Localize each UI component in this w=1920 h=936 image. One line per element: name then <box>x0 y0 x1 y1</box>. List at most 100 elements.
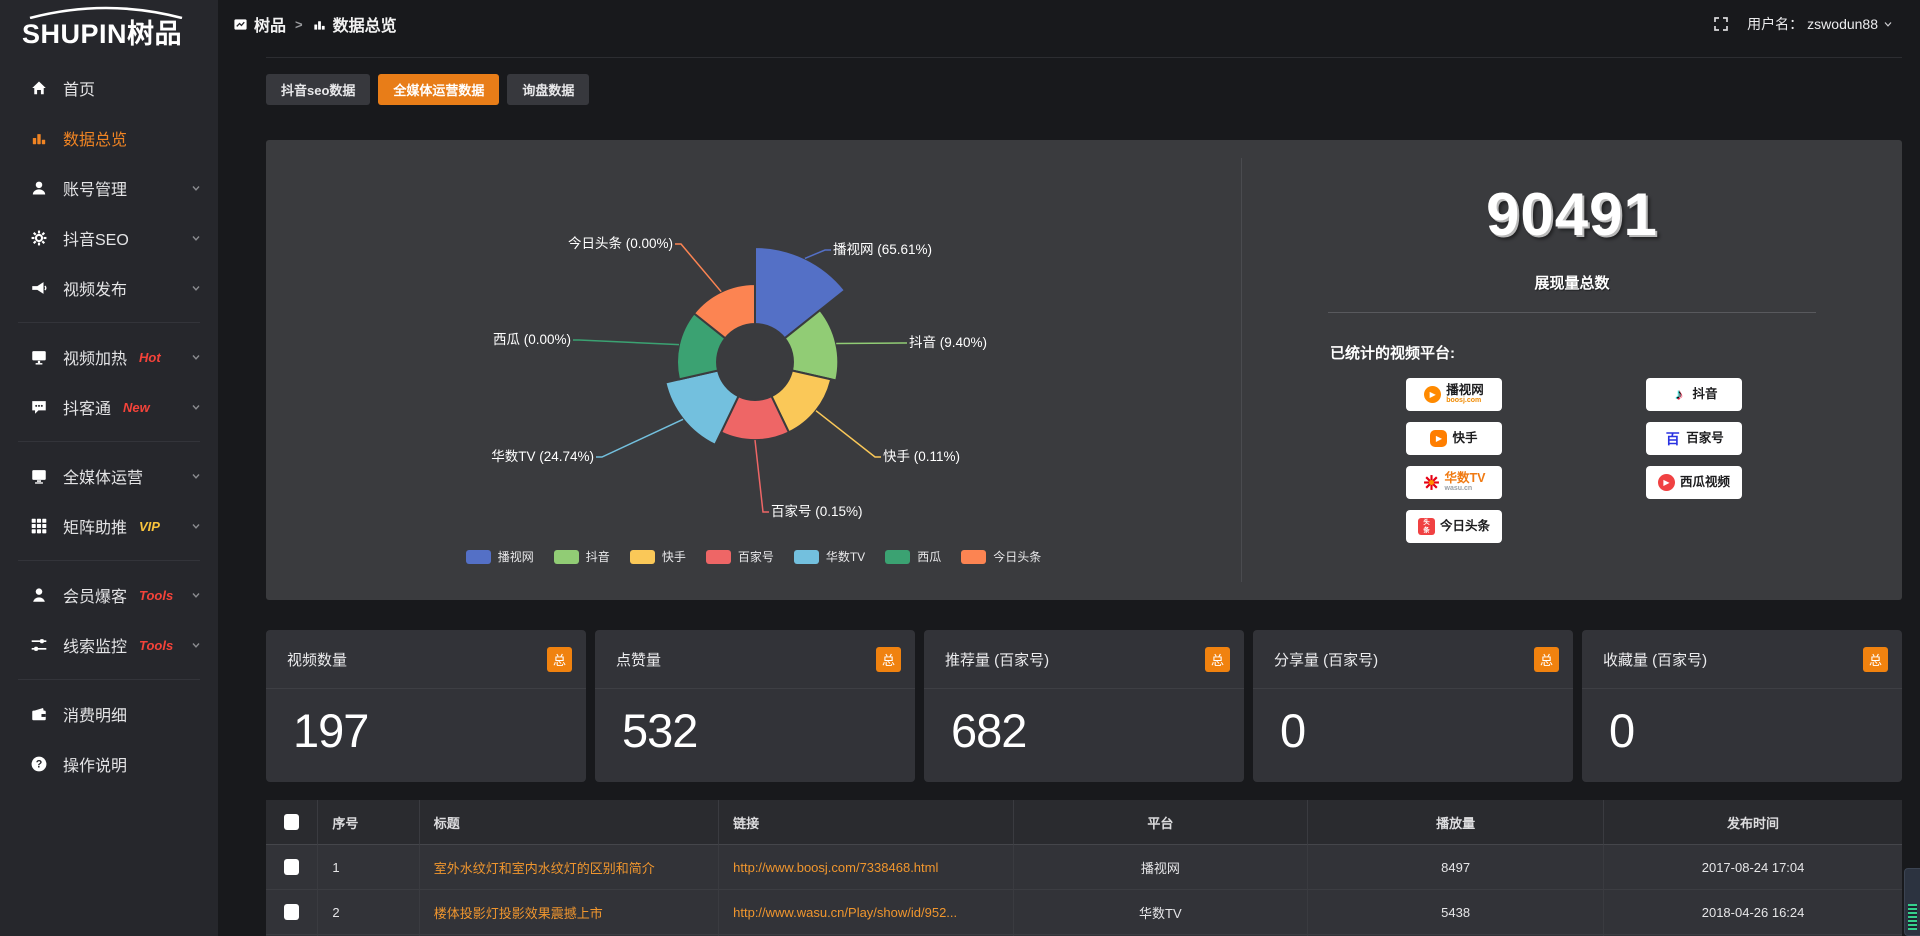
platform-name: 西瓜视频 <box>1679 474 1730 489</box>
bar-chart-icon <box>313 20 325 30</box>
platform-name: 播视网 <box>1446 383 1484 398</box>
stat-card-title: 推荐量 (百家号) <box>945 651 1050 669</box>
sidebar-item-home[interactable]: 首页 <box>0 63 218 113</box>
chevron-down-icon <box>192 236 200 241</box>
pie-slice-6[interactable] <box>692 282 756 340</box>
pie-slice-1[interactable] <box>783 308 840 382</box>
pie-slice-4[interactable] <box>664 369 740 447</box>
total-badge: 总 <box>1863 646 1888 672</box>
chevron-down-icon <box>192 405 200 410</box>
sidebar-item-expense-detail[interactable]: 消费明细 <box>0 689 218 739</box>
breadcrumb-root[interactable]: 树品 <box>233 12 286 36</box>
sidebar-item-lead-monitor[interactable]: 线索监控 Tools <box>0 620 218 670</box>
kuaishou-logo-icon: ▶ <box>1430 430 1448 447</box>
sidebar-item-tag: VIP <box>139 518 160 534</box>
member-icon <box>33 588 45 602</box>
sidebar-item-label: 视频发布 <box>63 282 128 299</box>
chevron-down-icon <box>192 355 200 360</box>
sidebar-item-label: 账号管理 <box>63 182 128 199</box>
stat-card-title: 点赞量 <box>616 651 662 669</box>
sidebar-item-label: 数据总览 <box>63 132 128 149</box>
row-checkbox[interactable] <box>284 904 300 920</box>
tab-douyin-seo-data[interactable]: 抖音seo数据 <box>266 74 371 105</box>
topbar-right: 用户名： zswodun88 <box>1713 14 1894 34</box>
wasu-logo-icon <box>1423 475 1439 490</box>
total-badge: 总 <box>547 646 572 672</box>
sidebar-item-instructions[interactable]: ? 操作说明 <box>0 739 218 789</box>
total-badge: 总 <box>1534 646 1559 672</box>
tab-inquiry-data[interactable]: 询盘数据 <box>507 74 590 105</box>
legend-item-4[interactable]: 华数TV <box>793 548 865 565</box>
baijiahao-logo-icon: 百 <box>1665 430 1680 447</box>
chevron-down-icon <box>192 286 200 291</box>
sidebar-item-video-publish[interactable]: 视频发布 <box>0 263 218 313</box>
cell-title[interactable]: 楼体投影灯投影效果震撼上市 <box>419 890 720 935</box>
boosj-logo-icon: ▶ <box>1424 386 1442 403</box>
pie-label-6: 今日头条 (0.00%) <box>568 235 673 251</box>
platform-badge-douyin: ♪ 抖音 <box>1646 378 1742 411</box>
stat-card-title: 收藏量 (百家号) <box>1603 651 1708 669</box>
total-impressions-label: 展现量总数 <box>1534 275 1610 292</box>
question-icon: ? <box>31 756 47 772</box>
stat-card-recommend-count: 推荐量 (百家号) 总 682 <box>924 630 1244 782</box>
cell-link[interactable]: http://www.boosj.com/7338468.html <box>719 845 1014 890</box>
sidebar-item-omni-media[interactable]: 全媒体运营 <box>0 451 218 501</box>
breadcrumb: 树品 > 数据总览 <box>233 12 397 36</box>
video-table: 序号 标题 链接 平台 播放量 发布时间 1 室外水纹灯和室内水纹灯的区别和简介 http://… <box>266 800 1902 936</box>
panel-divider <box>1241 158 1242 582</box>
fullscreen-icon[interactable] <box>1713 16 1729 32</box>
sidebar-item-tag: New <box>123 399 150 415</box>
sidebar-item-douketong[interactable]: 抖客通 New <box>0 382 218 432</box>
sidebar-item-account-management[interactable]: 账号管理 <box>0 163 218 213</box>
megaphone-icon <box>32 282 47 294</box>
stat-card-title: 视频数量 <box>287 651 348 669</box>
cell-platform: 播视网 <box>1013 845 1309 890</box>
sidebar-item-douyin-seo[interactable]: 抖音SEO <box>0 213 218 263</box>
stat-card-header: 分享量 (百家号) 总 <box>1253 630 1573 689</box>
username-label: 用户名： <box>1747 16 1804 32</box>
cell-link[interactable]: http://www.wasu.cn/Play/show/id/952... <box>719 890 1014 935</box>
sidebar-item-label: 抖音SEO <box>63 232 129 249</box>
user-icon <box>32 181 46 195</box>
platform-badge-wasu: 华数TV wasu.cn <box>1406 466 1502 499</box>
total-badge: 总 <box>876 646 901 672</box>
header-divider <box>266 57 1902 58</box>
legend-label: 快手 <box>661 550 686 564</box>
floating-widget[interactable] <box>1904 868 1920 936</box>
sidebar-item-matrix-boost[interactable]: 矩阵助推 VIP <box>0 501 218 551</box>
row-checkbox-cell <box>266 890 319 935</box>
pie-label-line-1 <box>836 342 907 345</box>
legend-item-5[interactable]: 西瓜 <box>885 548 941 565</box>
platform-badge-xigua: ▶ 西瓜视频 <box>1646 466 1742 499</box>
cell-index: 1 <box>318 845 420 890</box>
tab-omni-media-data[interactable]: 全媒体运营数据 <box>378 74 500 105</box>
pie-label-4: 华数TV (24.74%) <box>491 449 594 464</box>
row-checkbox-cell <box>266 845 319 890</box>
legend-item-0[interactable]: 播视网 <box>465 548 534 565</box>
breadcrumb-current[interactable]: 数据总览 <box>312 12 397 36</box>
legend-swatch <box>465 549 491 564</box>
summary-divider <box>1327 312 1817 313</box>
pie-label-line-4 <box>596 418 684 458</box>
select-all-checkbox[interactable] <box>284 814 300 830</box>
cell-title[interactable]: 室外水纹灯和室内水纹灯的区别和简介 <box>419 845 720 890</box>
sidebar-item-video-heat[interactable]: 视频加热 Hot <box>0 332 218 382</box>
sidebar-item-label: 矩阵助推 <box>63 520 128 537</box>
stat-card-share-count: 分享量 (百家号) 总 0 <box>1253 630 1573 782</box>
sidebar-item-label: 消费明细 <box>63 708 128 725</box>
legend-item-6[interactable]: 今日头条 <box>961 548 1041 565</box>
user-menu[interactable]: 用户名： zswodun88 <box>1747 14 1894 34</box>
row-checkbox[interactable] <box>284 859 300 875</box>
sidebar-item-member-leads[interactable]: 会员爆客 Tools <box>0 570 218 620</box>
sidebar-item-data-overview[interactable]: 数据总览 <box>0 113 218 163</box>
legend-item-2[interactable]: 快手 <box>629 548 686 565</box>
sidebar-item-tag: Hot <box>139 349 161 365</box>
sidebar-item-label: 会员爆客 <box>63 589 128 606</box>
cell-views: 5438 <box>1308 890 1605 935</box>
legend-item-1[interactable]: 抖音 <box>553 548 610 565</box>
chart-legend: 播视网 抖音 快手 百家号 华数TV 西瓜 今日头条 <box>266 548 1241 565</box>
sidebar: SHUPIN树品 首页 数据总览 账号管理 抖音SEO 视频发布 视频加热 Hot 抖客通 Ne… <box>0 0 218 936</box>
pie-slice-0[interactable] <box>754 245 847 340</box>
sidebar-item-label: 全媒体运营 <box>63 470 144 487</box>
legend-item-3[interactable]: 百家号 <box>705 548 774 565</box>
